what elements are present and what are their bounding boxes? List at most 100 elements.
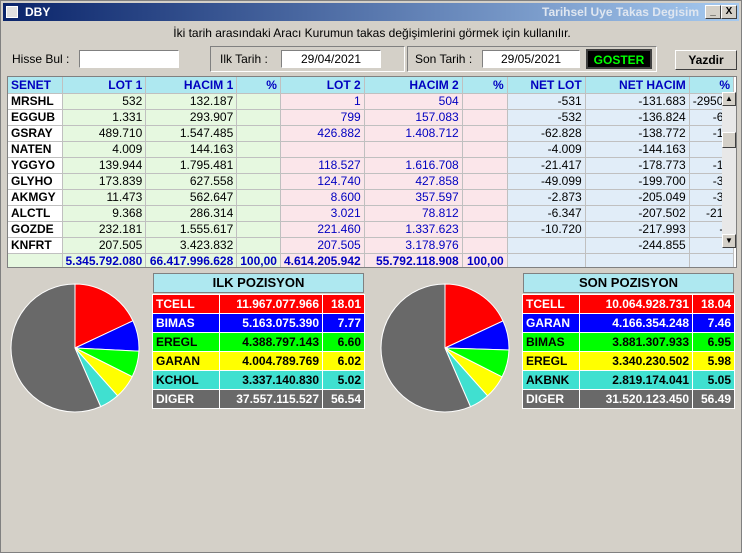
pozisyon-value: 2.819.174.041 (579, 370, 693, 390)
yazdir-button[interactable]: Yazdir (675, 50, 737, 70)
grid-header-row: SENET LOT 1 HACIM 1% LOT 2 HACIM 2% NET LOT NE… (8, 77, 735, 94)
grid-cell: -532 (507, 109, 586, 126)
grid-header-cell[interactable]: % (236, 77, 281, 94)
grid-total-cell: 5.345.792.080 (62, 253, 147, 267)
pozisyon-row: GARAN 4.004.789.769 6.02 (152, 351, 365, 371)
pozisyon-row: DIGER 37.557.115.527 56.54 (152, 389, 365, 409)
grid-cell: 11.473 (62, 189, 147, 206)
pozisyon-name: TCELL (152, 294, 220, 314)
grid-row[interactable]: YGGYO 139.944 1.795.481 118.527 1.616.708 -21… (8, 157, 735, 174)
grid-cell: 489.710 (62, 125, 147, 142)
grid-row[interactable]: KNFRT 207.505 3.423.832 207.505 3.178.976 -24… (8, 237, 735, 254)
grid-header-cell[interactable]: % (462, 77, 508, 94)
grid-row[interactable]: NATEN 4.009 144.163 -4.009 -144.163 (8, 141, 735, 158)
goster-button[interactable]: GOSTER (586, 49, 652, 69)
pozisyon-value: 4.166.354.248 (579, 313, 693, 333)
pozisyon-value: 4.004.789.769 (219, 351, 323, 371)
grid-cell: 207.505 (280, 237, 365, 254)
grid-cell: 8.600 (280, 189, 365, 206)
pozisyon-pct: 5.98 (692, 351, 735, 371)
grid-row[interactable]: ALCTL 9.368 286.314 3.021 78.812 -6.347 -207.5… (8, 205, 735, 222)
title-bar[interactable]: DBY Tarihsel Uye Takas Degisim _ X (3, 3, 739, 21)
grid-scrollbar[interactable]: ▲ ▼ (722, 92, 736, 248)
grid-cell: 3.178.976 (364, 237, 463, 254)
grid-cell (236, 189, 281, 206)
close-button[interactable]: X (721, 5, 737, 19)
grid-header-cell[interactable]: SENET (8, 77, 63, 94)
grid-header-cell[interactable]: LOT 1 (62, 77, 147, 94)
grid-cell: GLYHO (8, 173, 63, 190)
pozisyon-name: BIMAS (522, 332, 580, 352)
grid-cell (236, 237, 281, 254)
grid-cell (236, 93, 281, 110)
grid-cell: -49.099 (507, 173, 586, 190)
pozisyon-row: TCELL 11.967.077.966 18.01 (152, 294, 365, 314)
grid-cell (462, 221, 508, 238)
scroll-up-arrow-icon[interactable]: ▲ (722, 92, 736, 106)
grid-header-cell[interactable]: NET LOT (507, 77, 586, 94)
pozisyon-name: DIGER (522, 389, 580, 409)
grid-header-cell[interactable]: % (689, 77, 735, 94)
grid-cell: -6.347 (507, 205, 586, 222)
grid-cell: -178.773 (585, 157, 690, 174)
ilk-pozisyon-table: TCELL 11.967.077.966 18.01 BIMAS 5.163.075.3… (152, 294, 365, 409)
grid-cell: AKMGY (8, 189, 63, 206)
son-tarih-field[interactable]: 29/05/2021 (482, 50, 580, 68)
son-tarih-group (407, 46, 657, 72)
minimize-button[interactable]: _ (705, 5, 721, 19)
pozisyon-pct: 18.01 (322, 294, 365, 314)
pozisyon-pct: 6.60 (322, 332, 365, 352)
grid-total-cell: 66.417.996.628 (145, 253, 238, 267)
ilk-tarih-label: Ilk Tarih : (220, 52, 268, 66)
pie-slice-diger (380, 283, 472, 413)
pie-slice-tcell (444, 283, 504, 349)
grid-cell: 221.460 (280, 221, 365, 238)
grid-cell: -531 (507, 93, 586, 110)
grid-total-cell (8, 253, 63, 267)
grid-cell: -62.828 (507, 125, 586, 142)
pozisyon-name: KCHOL (152, 370, 220, 390)
grid-row[interactable]: AKMGY 11.473 562.647 8.600 357.597 -2.873 -205… (8, 189, 735, 206)
grid-row[interactable]: GLYHO 173.839 627.558 124.740 427.858 -49.099… (8, 173, 735, 190)
grid-header-cell[interactable]: HACIM 2 (364, 77, 463, 94)
grid-total-cell: 100,00 (236, 253, 281, 267)
grid-header-cell[interactable]: LOT 2 (280, 77, 365, 94)
scroll-down-arrow-icon[interactable]: ▼ (722, 234, 736, 248)
grid-row[interactable]: MRSHL 532 132.187 1 504 -531 -131.683 -29500 (8, 93, 735, 110)
pozisyon-value: 10.064.928.731 (579, 294, 693, 314)
grid-row[interactable]: GSRAY 489.710 1.547.485 426.882 1.408.712 -62… (8, 125, 735, 142)
pozisyon-row: DIGER 31.520.123.450 56.49 (522, 389, 735, 409)
grid-cell (236, 221, 281, 238)
hisse-bul-input[interactable] (79, 50, 179, 68)
grid-header-cell[interactable]: NET HACIM (585, 77, 690, 94)
grid-total-row: 5.345.792.080 66.417.996.628 100,00 4.614.2… (8, 253, 735, 267)
grid-cell: 118.527 (280, 157, 365, 174)
pozisyon-value: 3.337.140.830 (219, 370, 323, 390)
grid-header-cell[interactable]: HACIM 1 (145, 77, 238, 94)
pozisyon-name: EREGL (152, 332, 220, 352)
grid-cell (462, 141, 508, 158)
son-pozisyon-table: TCELL 10.064.928.731 18.04 GARAN 4.166.354.2… (522, 294, 735, 409)
grid-cell: -10.720 (507, 221, 586, 238)
pie-slice-diger (10, 283, 102, 413)
grid-row[interactable]: GOZDE 232.181 1.555.617 221.460 1.337.623 -10… (8, 221, 735, 238)
grid-cell (462, 205, 508, 222)
pozisyon-row: BIMAS 5.163.075.390 7.77 (152, 313, 365, 333)
scroll-thumb[interactable] (722, 132, 736, 148)
hint-text: İki tarih arasındaki Aracı Kurumun takas… (173, 26, 571, 40)
grid-cell: -244.855 (585, 237, 690, 254)
grid-cell: -199.700 (585, 173, 690, 190)
grid-cell (236, 109, 281, 126)
grid-row[interactable]: EGGUB1.331293.907799157.083-532-136.824-… (8, 109, 735, 126)
ilk-tarih-field[interactable]: 29/04/2021 (281, 50, 381, 68)
pozisyon-pct: 18.04 (692, 294, 735, 314)
grid-cell: 207.505 (62, 237, 147, 254)
hisse-bul-label: Hisse Bul : (12, 52, 70, 66)
grid-cell (280, 141, 365, 158)
grid-cell: 232.181 (62, 221, 147, 238)
grid-cell (236, 173, 281, 190)
grid-cell (507, 237, 586, 254)
ilk-pozisyon-pie-chart (10, 283, 140, 413)
grid-cell: -136.824 (585, 109, 690, 126)
